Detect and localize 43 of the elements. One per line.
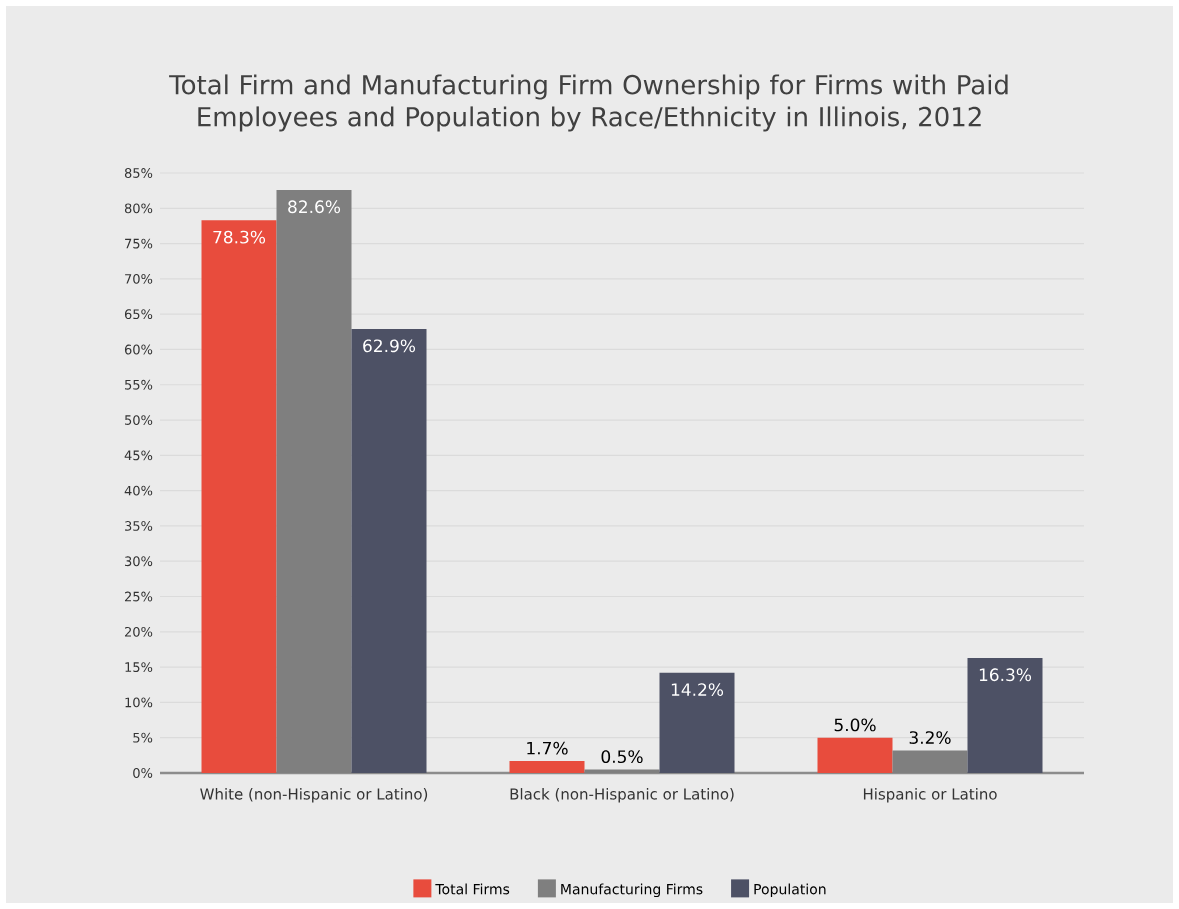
legend-label: Total Firms bbox=[435, 883, 510, 895]
bar bbox=[351, 328, 427, 773]
y-tick-label: 10% bbox=[125, 697, 153, 708]
data-label: 5.0% bbox=[834, 718, 876, 732]
y-tick-label: 30% bbox=[125, 556, 153, 567]
y-tick-label: 65% bbox=[124, 309, 153, 320]
y-tick-label: 85% bbox=[124, 168, 153, 178]
chart-title: Total Firm and Manufacturing Firm Ownership for Firms with Paid Employees and Population by Race/Ethnicity in Illinois, 2012 bbox=[169, 74, 1008, 132]
data-label: 82.6% bbox=[288, 200, 341, 214]
y-tick-label: 0% bbox=[133, 768, 153, 778]
data-label: 14.2% bbox=[671, 683, 724, 697]
y-tick-label: 80% bbox=[124, 203, 153, 214]
bar bbox=[817, 737, 893, 773]
bar bbox=[892, 750, 968, 773]
y-tick-label: 25% bbox=[124, 591, 153, 602]
legend-label: Manufacturing Firms bbox=[561, 883, 703, 898]
y-tick-label: 60% bbox=[124, 344, 153, 355]
bar bbox=[201, 220, 277, 773]
data-label: 78.3% bbox=[213, 230, 266, 244]
data-label: 1.7% bbox=[527, 741, 568, 755]
bar bbox=[584, 769, 660, 773]
y-tick-label: 20% bbox=[124, 626, 153, 637]
y-tick-label: 55% bbox=[125, 379, 153, 390]
x-tick-label: Black (non-Hispanic or Latino) bbox=[510, 788, 734, 803]
y-tick-label: 45% bbox=[124, 450, 153, 461]
y-tick-label: 70% bbox=[125, 273, 153, 284]
data-label: 3.2% bbox=[909, 731, 951, 745]
data-label: 62.9% bbox=[363, 339, 416, 353]
bar bbox=[967, 657, 1043, 773]
y-tick-label: 15% bbox=[125, 662, 153, 673]
bar bbox=[276, 189, 352, 773]
data-label: 16.3% bbox=[979, 668, 1032, 682]
bar bbox=[659, 672, 735, 773]
y-tick-label: 50% bbox=[125, 415, 153, 425]
data-label: 0.5% bbox=[601, 750, 643, 764]
legend-label: Population bbox=[754, 883, 826, 898]
y-tick-label: 5% bbox=[133, 732, 153, 743]
x-tick-label: Hispanic or Latino bbox=[863, 788, 997, 803]
y-tick-label: 75% bbox=[125, 238, 153, 249]
x-tick-label: White (non-Hispanic or Latino) bbox=[200, 788, 428, 803]
y-tick-label: 40% bbox=[124, 485, 153, 496]
bar bbox=[509, 760, 585, 773]
y-tick-label: 35% bbox=[125, 521, 153, 531]
